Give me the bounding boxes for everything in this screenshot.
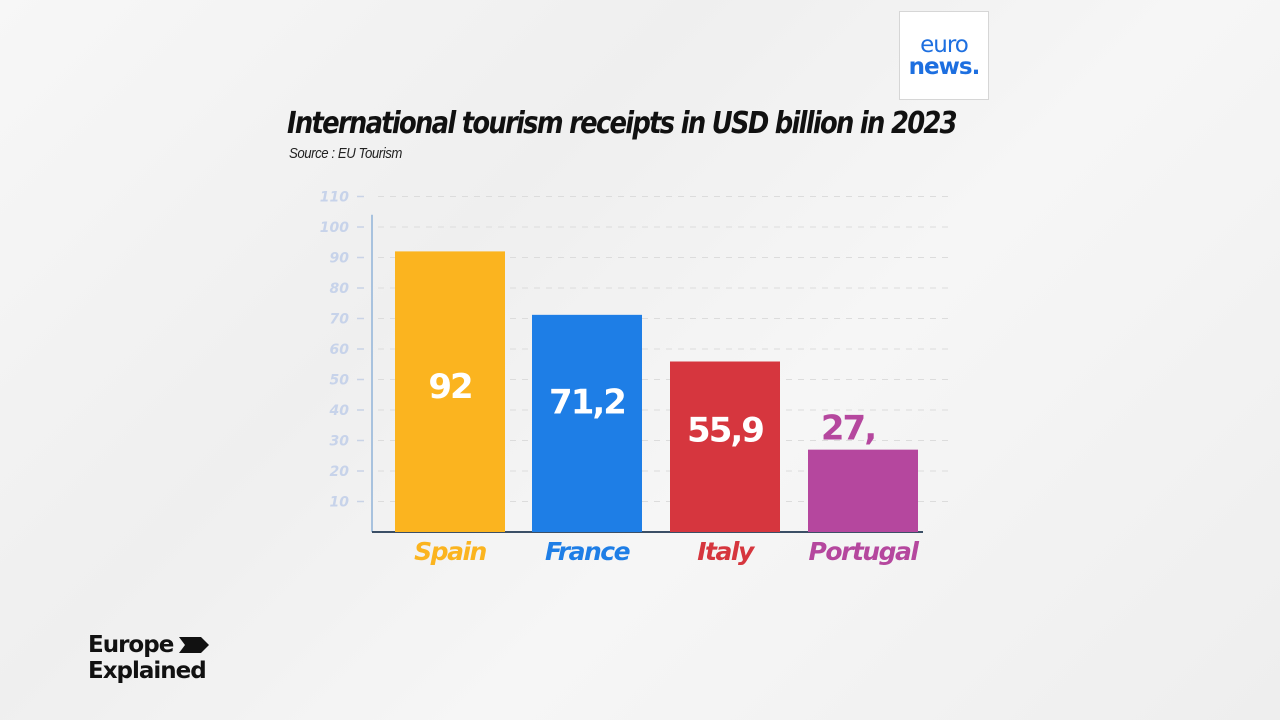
category-label-spain: Spain: [414, 537, 486, 566]
brand-line-2: Explained: [88, 658, 207, 684]
bar-france: [532, 314, 642, 532]
brand-line-1: Europe: [88, 632, 174, 658]
chart-source: Source : EU Tourism: [289, 145, 402, 162]
y-tick-label: 90: [330, 251, 350, 267]
y-tick-label: 60: [330, 342, 350, 358]
category-label-france: France: [545, 537, 630, 566]
y-tick-label: 80: [330, 281, 350, 297]
category-label-italy: Italy: [697, 537, 756, 566]
logo-line-1: euro: [920, 31, 969, 58]
europe-explained-brand: Europe Explained: [88, 632, 210, 684]
euronews-logo: euro news.: [899, 11, 989, 100]
y-tick-label: 40: [329, 403, 350, 419]
y-tick-label: 50: [330, 373, 350, 389]
y-tick-label: 100: [320, 220, 349, 236]
chart-title: International tourism receipts in USD bi…: [287, 106, 958, 141]
y-tick-label: 30: [330, 434, 350, 450]
bar-portugal: [808, 449, 918, 532]
value-label-italy: 55,9: [687, 411, 763, 451]
y-tick-label: 10: [330, 495, 350, 511]
value-label-spain: 92: [428, 367, 471, 407]
bar-italy: [670, 361, 780, 532]
logo-line-2: news.: [908, 53, 981, 80]
y-tick-label: 20: [330, 464, 350, 480]
value-label-france: 71,2: [549, 383, 625, 423]
value-label-portugal: 27,: [821, 409, 875, 449]
arrow-icon: [179, 637, 210, 653]
bar-spain: [395, 251, 505, 532]
y-tick-label: 70: [330, 312, 350, 328]
y-tick-label: 110: [320, 190, 349, 206]
category-label-portugal: Portugal: [809, 537, 920, 566]
